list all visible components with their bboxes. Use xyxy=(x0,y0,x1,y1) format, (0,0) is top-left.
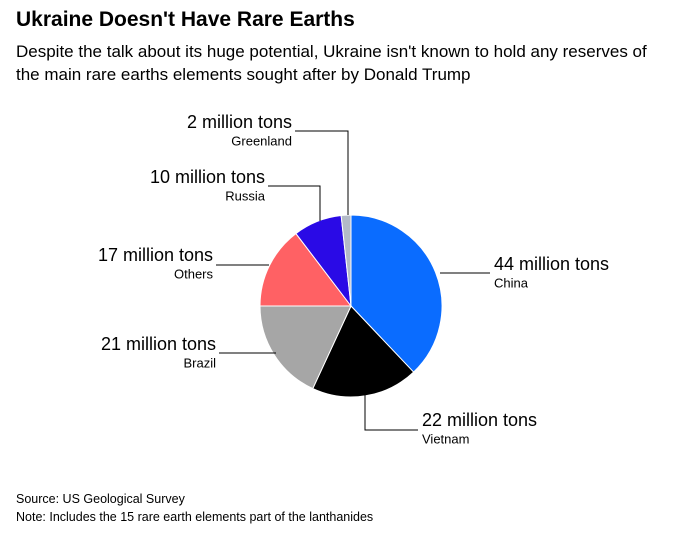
value-label: 21 million tons xyxy=(101,334,216,354)
leader-line xyxy=(295,130,349,215)
value-label: 22 million tons xyxy=(422,410,537,430)
category-label: Others xyxy=(174,266,214,281)
pie-slice xyxy=(259,232,353,307)
value-label: 17 million tons xyxy=(98,245,213,265)
pie-slice xyxy=(340,214,352,307)
value-label: 2 million tons xyxy=(187,112,292,132)
source: Source: US Geological Survey xyxy=(16,492,185,506)
pie-slice xyxy=(350,214,443,373)
chart-title: Ukraine Doesn't Have Rare Earths xyxy=(16,8,355,31)
chart-subtitle: Despite the talk about its huge potentia… xyxy=(16,42,647,84)
pie-slice xyxy=(259,305,352,390)
category-label: Russia xyxy=(225,188,266,203)
leader-line xyxy=(364,395,418,431)
pie-slice xyxy=(312,305,415,398)
category-label: Greenland xyxy=(231,133,292,148)
category-label: Vietnam xyxy=(422,431,469,446)
value-label: 44 million tons xyxy=(494,254,609,274)
value-label: 10 million tons xyxy=(150,167,265,187)
category-label: Brazil xyxy=(183,355,216,370)
note: Note: Includes the 15 rare earth element… xyxy=(16,510,374,524)
category-label: China xyxy=(494,275,529,290)
leader-line xyxy=(268,185,321,221)
